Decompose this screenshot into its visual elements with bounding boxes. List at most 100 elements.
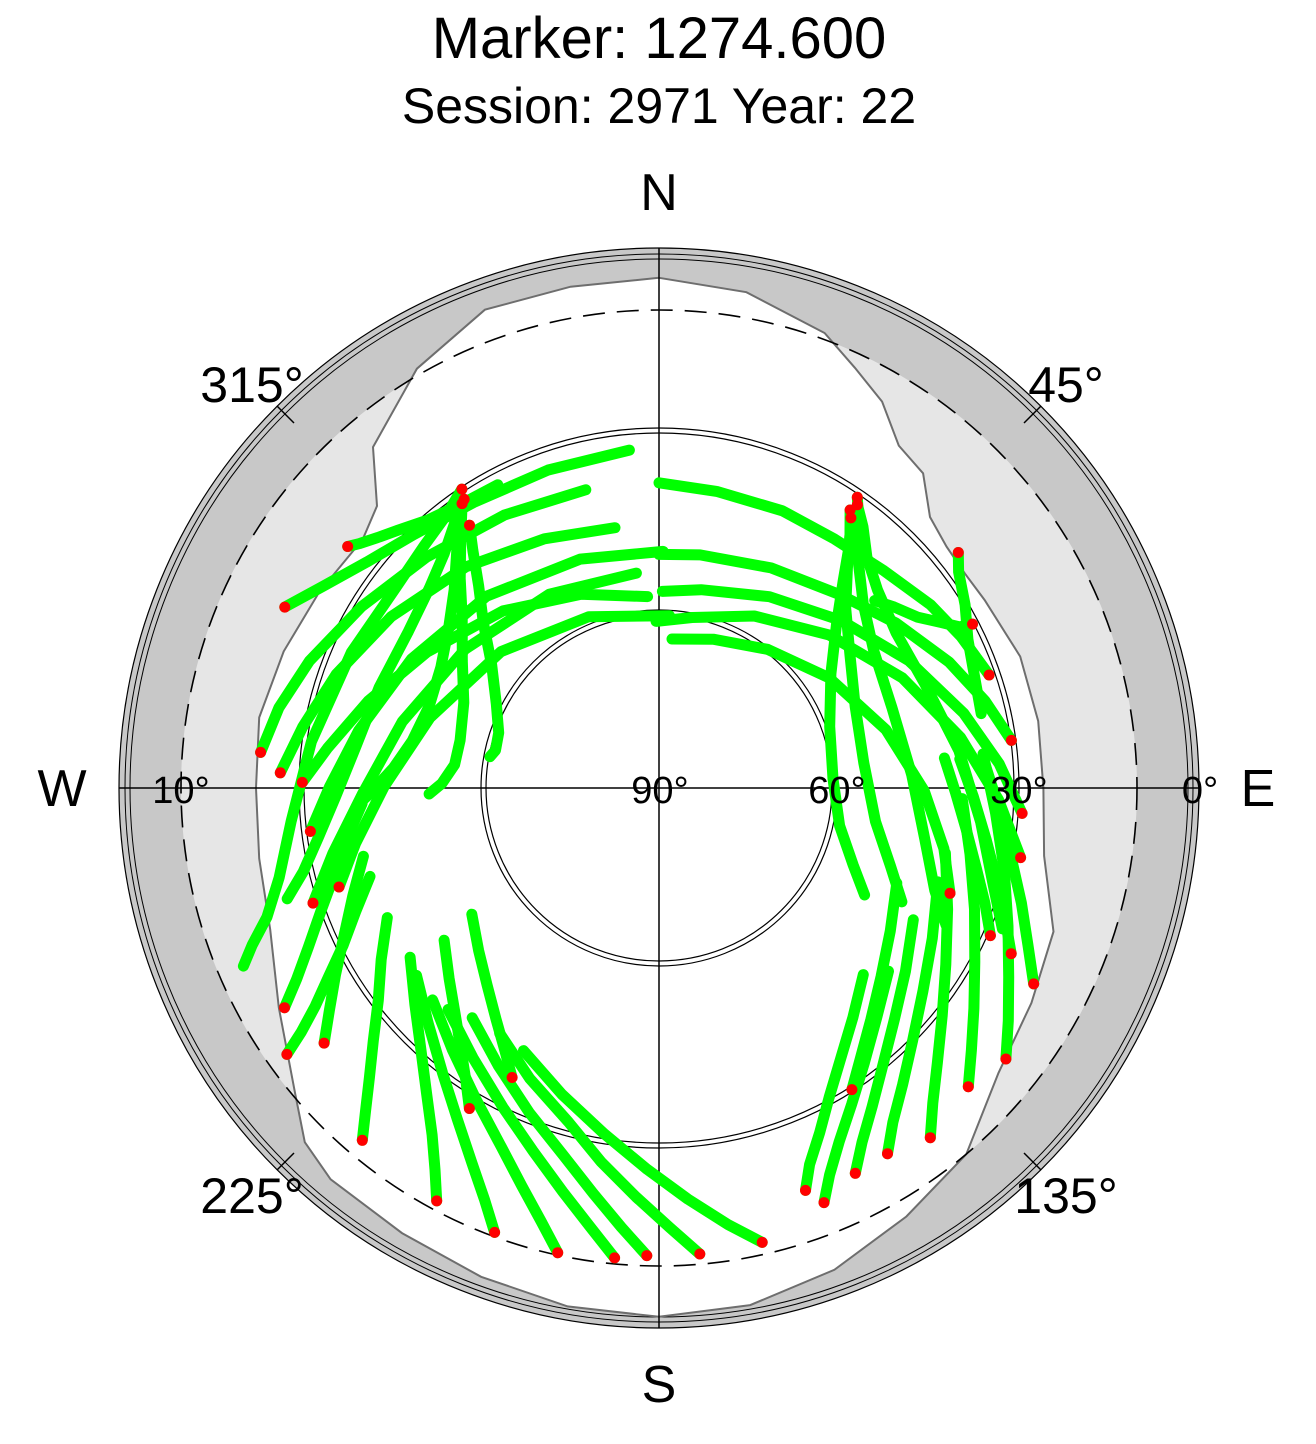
satellite-track-44 xyxy=(279,798,368,1014)
satellite-track-22 xyxy=(656,584,1028,819)
satellite-track-8 xyxy=(255,484,592,758)
elevation-label-30: 30° xyxy=(990,770,1047,812)
track-endpoint-25 xyxy=(756,1236,768,1248)
satellite-track-48 xyxy=(846,877,903,1096)
satellite-track-46 xyxy=(438,934,475,1114)
azimuth-label-45: 45° xyxy=(1028,357,1104,413)
tick-315 xyxy=(276,405,295,424)
tick-225 xyxy=(276,1152,295,1171)
satellite-track-37 xyxy=(882,876,944,1160)
satellite-track-11 xyxy=(304,545,669,837)
satellite-track-19 xyxy=(869,595,978,633)
satellite-track-7 xyxy=(279,444,635,613)
track-endpoint-35 xyxy=(800,1184,811,1196)
track-endpoint-41 xyxy=(1028,978,1040,990)
track-endpoint-27 xyxy=(641,1250,653,1262)
satellite-track-17 xyxy=(824,512,871,901)
track-endpoint-33 xyxy=(281,1048,293,1060)
satellite-track-30 xyxy=(411,969,501,1238)
track-endpoint-20 xyxy=(983,669,995,681)
satellite-track-36 xyxy=(849,914,919,1179)
tick-135 xyxy=(1023,1152,1042,1171)
track-endpoint-9 xyxy=(274,767,286,779)
track-endpoint-29 xyxy=(552,1247,564,1259)
satellite-track-41 xyxy=(978,754,1040,990)
satellite-track-15 xyxy=(851,491,952,931)
satellite-track-29 xyxy=(427,994,564,1259)
elevation-label-0: 0° xyxy=(1182,770,1218,812)
track-endpoint-19 xyxy=(967,618,978,630)
track-endpoints xyxy=(255,483,1040,1264)
satellite-track-28 xyxy=(442,1004,621,1264)
satellite-track-21 xyxy=(653,548,1017,746)
satellite-track-25 xyxy=(518,1045,768,1248)
track-endpoint-26 xyxy=(694,1248,706,1260)
azimuth-label-225: 225° xyxy=(200,1168,303,1224)
track-endpoint-18 xyxy=(952,547,964,558)
track-endpoint-36 xyxy=(849,1167,861,1179)
satellite-track-38 xyxy=(924,847,954,1144)
satellite-track-20 xyxy=(653,477,995,681)
satellite-track-42 xyxy=(954,753,1017,960)
satellite-track-33 xyxy=(281,870,376,1060)
track-endpoint-39 xyxy=(962,1081,974,1093)
satellite-track-47 xyxy=(466,908,518,1083)
direction-south: S xyxy=(642,1356,677,1414)
chart-subtitle: Session: 2971 Year: 22 xyxy=(402,78,916,134)
chart-title: Marker: 1274.600 xyxy=(432,6,887,71)
track-endpoint-47 xyxy=(506,1072,518,1083)
track-endpoint-1 xyxy=(456,483,468,495)
track-endpoint-31 xyxy=(431,1195,443,1207)
track-endpoint-44 xyxy=(279,1002,290,1014)
track-endpoint-28 xyxy=(609,1252,621,1264)
satellite-track-9 xyxy=(274,522,621,779)
satellite-tracks xyxy=(237,444,1040,1264)
tick-45 xyxy=(1023,405,1042,424)
track-endpoint-45 xyxy=(318,1037,330,1049)
direction-north: N xyxy=(640,164,678,222)
satellite-track-31 xyxy=(404,951,443,1207)
track-endpoint-8 xyxy=(255,746,267,758)
track-endpoint-37 xyxy=(882,1148,893,1160)
direction-east: E xyxy=(1241,760,1276,818)
track-endpoint-38 xyxy=(924,1132,936,1144)
satellite-track-32 xyxy=(356,912,393,1146)
track-endpoint-46 xyxy=(463,1103,475,1114)
satellite-track-13 xyxy=(333,610,675,893)
track-endpoint-12 xyxy=(307,897,319,909)
satellite-track-27 xyxy=(466,1012,653,1262)
azimuth-label-315: 315° xyxy=(200,357,303,413)
track-endpoint-10 xyxy=(296,776,308,788)
track-endpoint-16 xyxy=(844,504,856,516)
track-endpoint-13 xyxy=(333,881,345,893)
track-endpoint-32 xyxy=(356,1134,368,1146)
satellite-track-1 xyxy=(237,483,468,972)
satellite-track-12 xyxy=(307,567,642,909)
track-endpoint-17 xyxy=(845,512,857,524)
track-endpoint-24 xyxy=(944,887,956,899)
track-endpoint-40 xyxy=(1000,1053,1012,1065)
track-endpoint-6 xyxy=(342,541,354,552)
track-endpoint-7 xyxy=(279,601,291,613)
track-endpoint-15 xyxy=(851,491,863,503)
track-endpoint-5 xyxy=(464,519,475,531)
elevation-label-60: 60° xyxy=(808,770,865,812)
track-endpoint-23 xyxy=(1015,852,1027,864)
direction-west: W xyxy=(37,760,86,818)
satellite-track-45 xyxy=(318,850,369,1049)
track-endpoint-34 xyxy=(818,1197,830,1209)
track-endpoint-21 xyxy=(1005,734,1017,746)
track-endpoint-11 xyxy=(304,825,316,837)
satellite-track-24 xyxy=(666,633,956,899)
track-endpoint-4 xyxy=(456,498,468,510)
track-endpoint-42 xyxy=(1005,948,1017,960)
elevation-label-90: 90° xyxy=(631,770,688,812)
track-endpoint-22 xyxy=(1016,807,1028,819)
elevation-label-10: 10° xyxy=(152,770,209,812)
satellite-track-35 xyxy=(800,969,869,1196)
satellite-track-43 xyxy=(938,752,996,942)
azimuth-label-135: 135° xyxy=(1014,1168,1117,1224)
track-endpoint-48 xyxy=(846,1084,858,1096)
track-endpoint-43 xyxy=(984,930,996,942)
